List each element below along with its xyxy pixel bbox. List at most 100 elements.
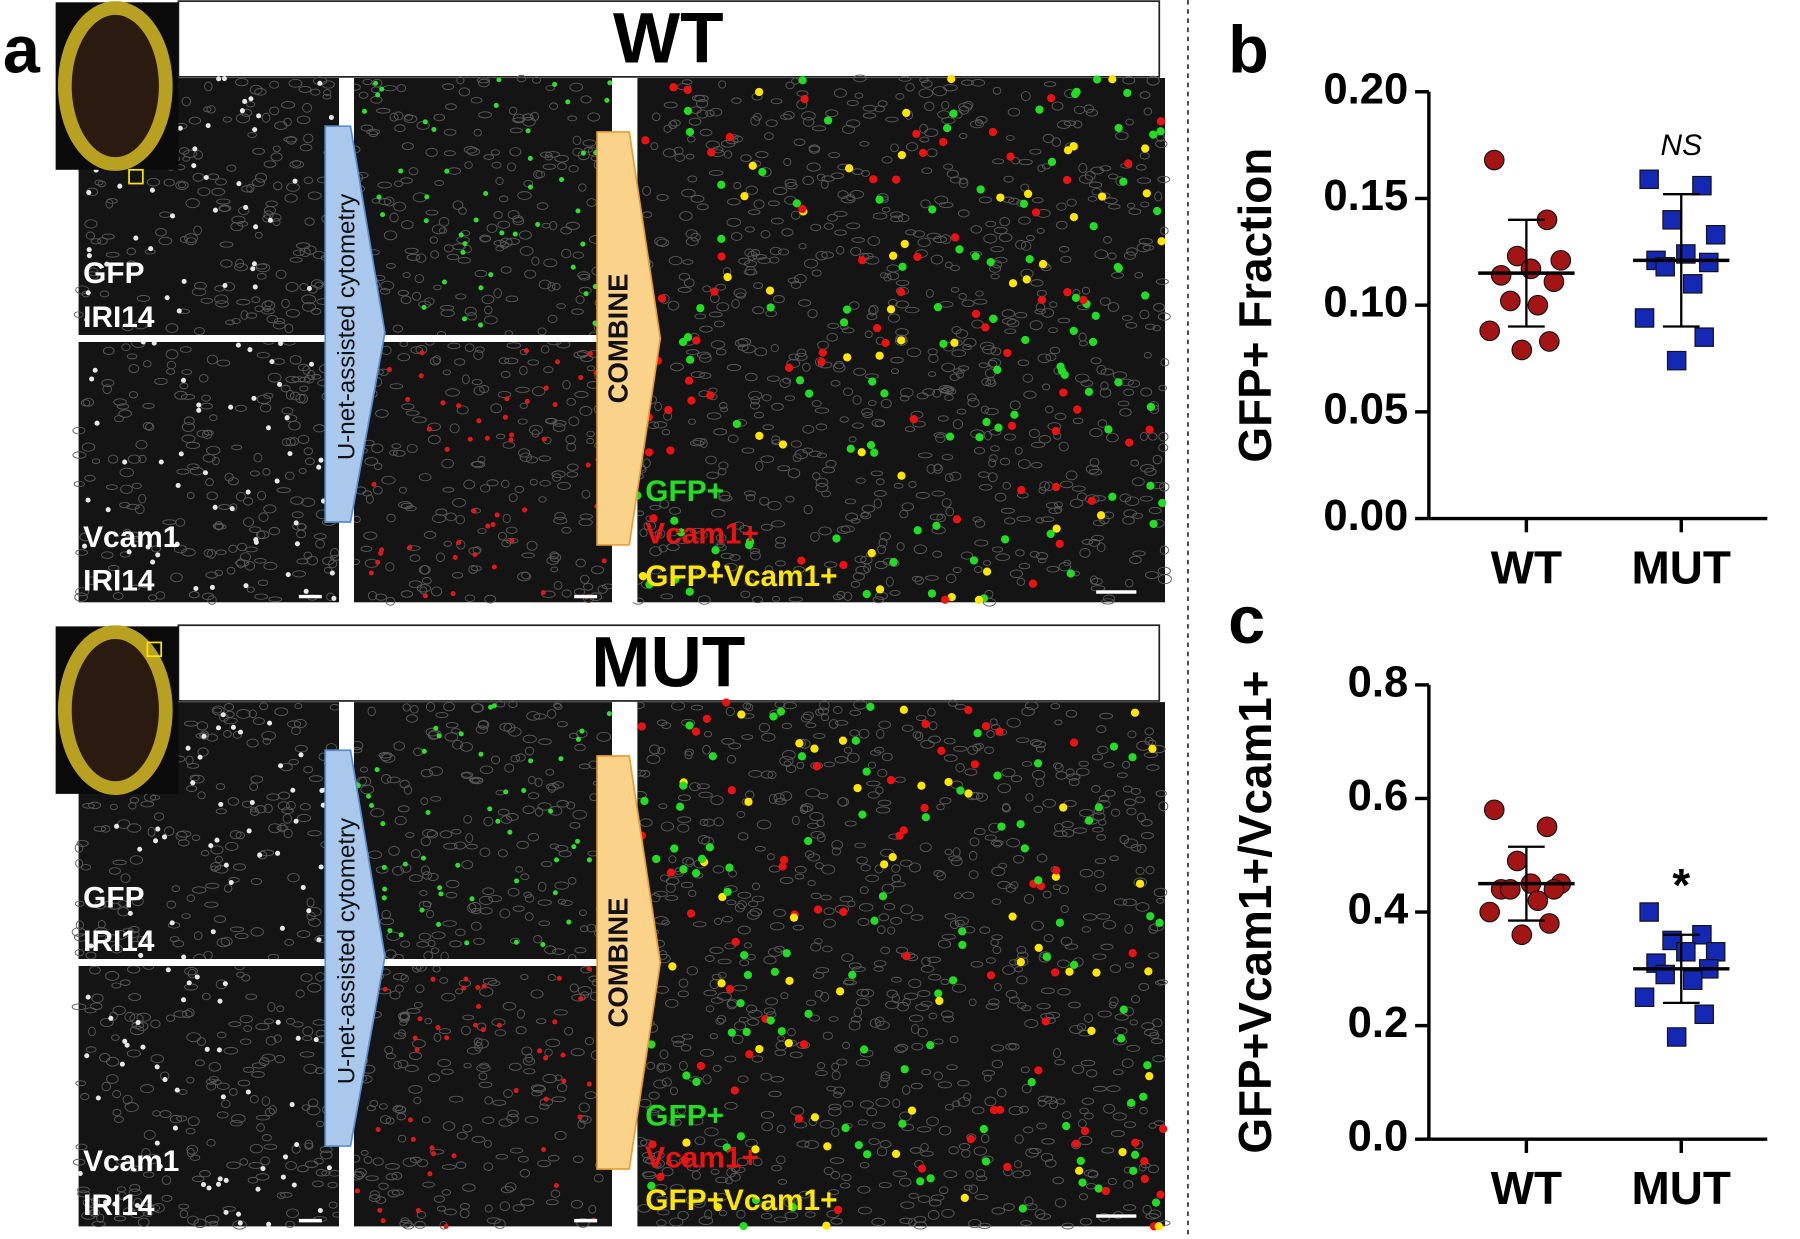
cell xyxy=(544,386,549,391)
data-point xyxy=(1693,176,1711,194)
cell xyxy=(216,1182,221,1187)
cell xyxy=(250,266,255,271)
cell xyxy=(897,336,905,344)
cell xyxy=(755,1045,763,1053)
cell xyxy=(586,463,591,468)
cell xyxy=(1070,213,1078,221)
cell xyxy=(488,705,493,710)
cell xyxy=(294,819,299,824)
cell xyxy=(987,258,995,266)
cell xyxy=(935,997,943,1005)
kidney xyxy=(65,8,166,164)
cell xyxy=(1034,759,1042,767)
cell xyxy=(996,193,1004,201)
cell xyxy=(485,436,490,441)
cell xyxy=(366,794,371,799)
cell xyxy=(436,1025,441,1030)
cell xyxy=(95,421,100,426)
cell xyxy=(1141,144,1149,152)
cell xyxy=(548,809,553,814)
cell xyxy=(928,589,936,597)
cell xyxy=(314,1037,319,1042)
cell xyxy=(725,864,733,872)
cell xyxy=(811,1113,819,1121)
cell xyxy=(755,432,763,440)
condition-label: IRI14 xyxy=(83,1189,155,1222)
cell xyxy=(230,506,235,511)
cell xyxy=(1157,237,1165,245)
cell xyxy=(243,205,248,210)
cell xyxy=(509,432,514,437)
cell xyxy=(836,987,844,995)
cell xyxy=(205,1047,210,1052)
cell xyxy=(476,1004,481,1009)
cell xyxy=(186,746,191,751)
cell xyxy=(438,891,443,896)
cell xyxy=(995,728,1003,736)
cell xyxy=(192,146,197,151)
cell xyxy=(947,75,955,83)
cell xyxy=(840,318,848,326)
cell xyxy=(413,1035,418,1040)
cell xyxy=(813,762,821,770)
cell xyxy=(697,1062,705,1070)
cell xyxy=(805,389,813,397)
cell xyxy=(290,788,295,793)
cell xyxy=(405,397,410,402)
cell xyxy=(868,549,876,557)
cell xyxy=(914,526,922,534)
cell xyxy=(86,190,91,195)
cell xyxy=(422,749,427,754)
y-axis-title: GFP+ Fraction xyxy=(1229,148,1281,463)
cell xyxy=(507,830,512,835)
cell xyxy=(1095,1184,1103,1192)
cell xyxy=(267,721,272,726)
cell xyxy=(1124,159,1132,167)
cell xyxy=(1026,255,1034,263)
cell xyxy=(268,218,273,223)
cell xyxy=(744,971,752,979)
cell xyxy=(736,999,744,1007)
cell xyxy=(944,778,952,786)
cell xyxy=(1056,919,1064,927)
cell xyxy=(918,1164,926,1172)
cell xyxy=(256,113,261,118)
cell xyxy=(250,800,255,805)
cell xyxy=(879,892,887,900)
cell xyxy=(1072,294,1080,302)
cell xyxy=(964,789,972,797)
cell xyxy=(943,124,951,132)
cell xyxy=(375,92,380,97)
charts: b0.000.050.100.150.20GFP+ FractionWTMUTN… xyxy=(1228,14,1767,1214)
cell xyxy=(238,1221,243,1226)
data-point xyxy=(1551,251,1571,271)
cell xyxy=(162,834,167,839)
cell xyxy=(1029,580,1037,588)
cell xyxy=(559,177,564,182)
cell xyxy=(247,828,252,833)
cell xyxy=(140,1045,145,1050)
cell xyxy=(427,427,432,432)
cell xyxy=(487,806,492,811)
cell xyxy=(499,230,504,235)
cell xyxy=(926,1041,934,1049)
cell xyxy=(723,273,731,281)
cell xyxy=(767,1016,775,1024)
cell xyxy=(1063,176,1071,184)
cell xyxy=(982,418,990,426)
cell xyxy=(424,218,429,223)
cell xyxy=(1056,362,1064,370)
cell xyxy=(1072,1140,1080,1148)
cell xyxy=(1129,1167,1137,1175)
cell xyxy=(528,758,533,763)
cell xyxy=(676,803,684,811)
data-point xyxy=(1521,259,1541,279)
data-point xyxy=(1635,309,1653,327)
cell xyxy=(198,755,203,760)
cell xyxy=(221,712,226,717)
cell xyxy=(371,482,376,487)
cell xyxy=(880,389,888,397)
cell xyxy=(726,985,734,993)
cell xyxy=(733,420,741,428)
cell xyxy=(1147,403,1155,411)
